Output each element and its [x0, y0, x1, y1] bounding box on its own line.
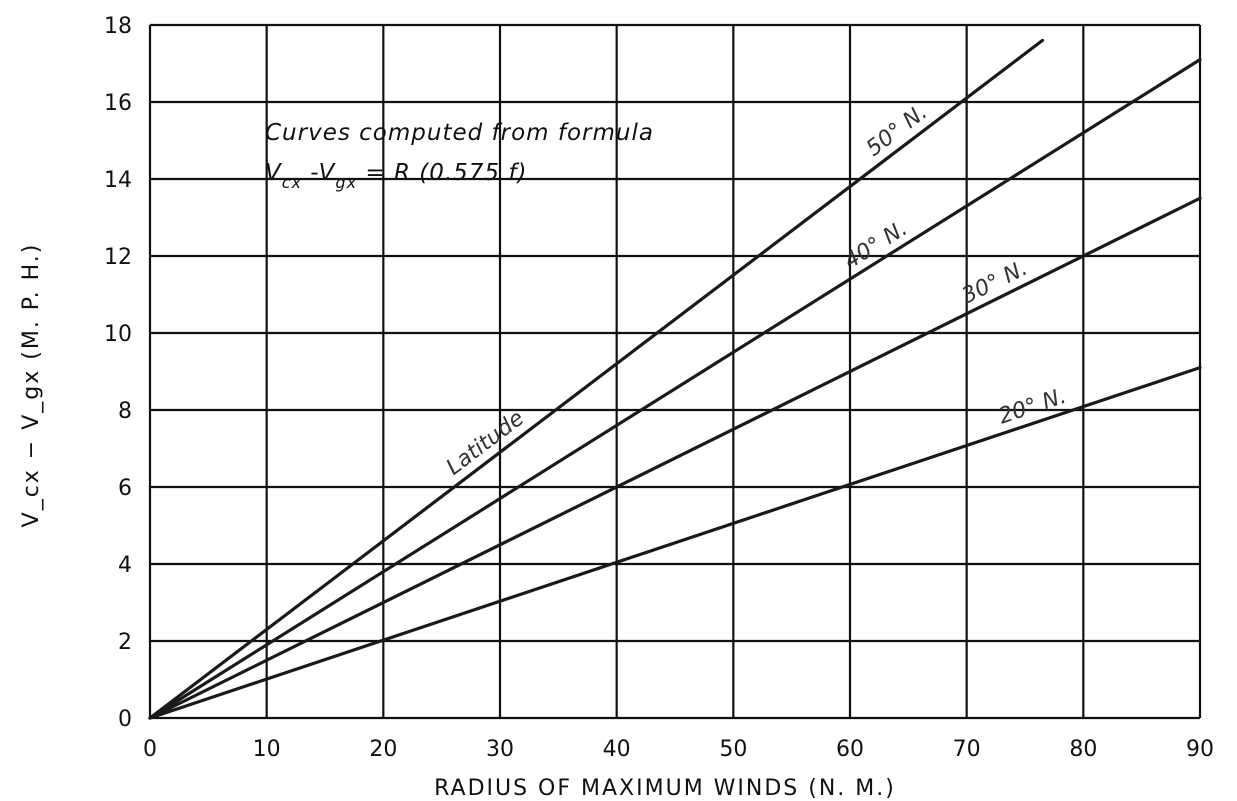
formula-v1: V	[265, 160, 283, 186]
series-line	[148, 196, 1202, 720]
series-lines	[148, 38, 1202, 720]
y-tick-label: 2	[118, 630, 132, 655]
formula-end: = R (0.575 f)	[357, 160, 527, 186]
x-tick-label: 50	[719, 737, 747, 762]
x-tick-label: 70	[953, 737, 981, 762]
y-tick-label: 6	[118, 476, 132, 501]
x-tick-label: 80	[1069, 737, 1097, 762]
x-tick-label: 10	[253, 737, 281, 762]
y-axis-title: V_cx − V_gx (M. P. H.)	[19, 243, 44, 528]
grid	[148, 23, 1202, 720]
tick-labels: 0 10 20 30 40 50 60 70 80 90 0 2 4 6 8 10 12 14 16 18	[104, 14, 1214, 762]
formula-mid: -V	[302, 160, 337, 186]
y-tick-label: 0	[118, 707, 132, 732]
x-tick-label: 20	[369, 737, 397, 762]
y-tick-label: 18	[104, 14, 132, 39]
series-line	[148, 366, 1202, 720]
formula-sub2: gx	[335, 173, 357, 192]
x-tick-label: 60	[836, 737, 864, 762]
formula-sub1: cx	[282, 173, 302, 192]
y-tick-label: 12	[104, 245, 132, 270]
formula-note: Curves computed from formula Vcx -Vgx = …	[265, 120, 654, 192]
x-tick-label: 30	[486, 737, 514, 762]
x-tick-label: 90	[1186, 737, 1214, 762]
note-formula: Vcx -Vgx = R (0.575 f)	[265, 160, 527, 192]
series-line	[148, 58, 1202, 720]
note-line1: Curves computed from formula	[265, 120, 654, 146]
series-line	[148, 38, 1045, 720]
y-tick-label: 16	[104, 91, 132, 116]
y-tick-label: 10	[104, 322, 132, 347]
y-tick-label: 8	[118, 399, 132, 424]
y-axis-title-text: V_cx − V_gx (M. P. H.)	[19, 243, 44, 528]
x-axis-title: RADIUS OF MAXIMUM WINDS (N. M.)	[434, 776, 896, 801]
latitude-label: Latitude	[442, 406, 529, 481]
x-tick-label: 40	[603, 737, 631, 762]
y-tick-label: 14	[104, 168, 132, 193]
x-tick-label: 0	[143, 737, 157, 762]
y-tick-label: 4	[118, 553, 132, 578]
